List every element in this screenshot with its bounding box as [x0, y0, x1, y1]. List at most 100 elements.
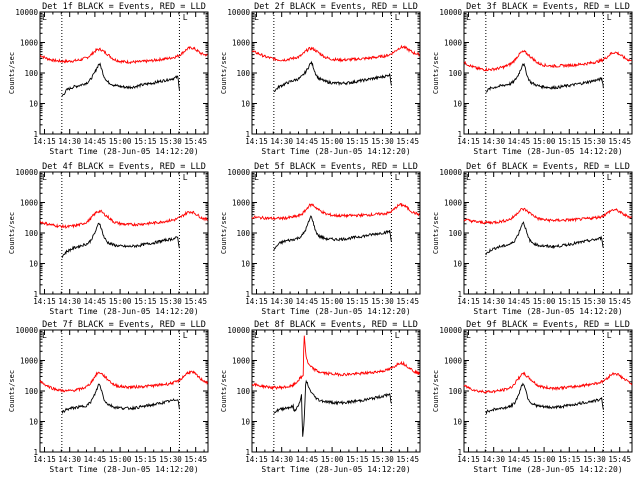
series-line-events — [485, 221, 604, 256]
panel-2: Det 2f BLACK = Events, RED = LLD 1 10 100 10… — [220, 2, 421, 156]
y-tick-label: 1000 — [232, 357, 251, 366]
series-line-lld — [39, 209, 208, 229]
x-axis-label: Start Time (28-Jun-05 14:12:20) — [49, 465, 198, 474]
y-tick-label: 1000 — [444, 39, 463, 48]
x-tick-label: 14:30 — [58, 137, 81, 146]
panel-9: Det 9f BLACK = Events, RED = LLD 1 10 100 10… — [432, 320, 633, 474]
panel-8: Det 8f BLACK = Events, RED = LLD 1 10 100 10… — [220, 320, 421, 474]
series-line-lld — [463, 49, 632, 72]
y-tick-label: 1000 — [232, 199, 251, 208]
marker-label-left: L — [42, 13, 47, 22]
x-tick-label: 14:45 — [296, 455, 319, 464]
x-tick-label: 14:45 — [84, 455, 107, 464]
y-axis-label: Counts/sec — [8, 212, 16, 254]
x-tick-label: 15:30 — [371, 137, 394, 146]
y-axis-label: Counts/sec — [8, 52, 16, 94]
axes-frame — [251, 329, 421, 453]
marker-label-left: L — [254, 331, 259, 340]
marker-label-left: L — [42, 331, 47, 340]
panel-3: Det 3f BLACK = Events, RED = LLD 1 10 100 10… — [432, 2, 633, 156]
x-tick-label: 15:45 — [396, 297, 419, 306]
y-tick-label: 100 — [448, 387, 462, 396]
y-tick-label: 10 — [29, 418, 39, 427]
y-tick-label: 10000 — [439, 326, 462, 335]
y-tick-label: 10000 — [15, 8, 38, 17]
y-tick-label: 10000 — [227, 326, 250, 335]
x-tick-label: 15:15 — [558, 455, 581, 464]
panel-7: Det 7f BLACK = Events, RED = LLD 1 10 100 10… — [8, 320, 209, 474]
marker-label-right: L — [395, 13, 400, 22]
series-line-events — [61, 62, 180, 97]
series-line-lld — [39, 46, 208, 65]
marker-label-right: L — [607, 173, 612, 182]
panel-title: Det 1f BLACK = Events, RED = LLD — [42, 2, 206, 12]
y-tick-label: 1000 — [20, 199, 39, 208]
series-line-lld — [39, 370, 209, 393]
x-axis-label: Start Time (28-Jun-05 14:12:20) — [261, 465, 410, 474]
y-tick-label: 1 — [457, 290, 462, 299]
x-tick-label: 15:15 — [558, 137, 581, 146]
series-line-events — [273, 215, 392, 251]
marker-label-right: L — [183, 13, 188, 22]
x-tick-label: 15:00 — [321, 297, 344, 306]
x-tick-label: 14:45 — [508, 455, 531, 464]
y-tick-label: 10 — [453, 418, 463, 427]
y-tick-label: 10 — [241, 418, 251, 427]
y-tick-label: 10000 — [227, 8, 250, 17]
y-axis-label: Counts/sec — [220, 370, 228, 412]
y-tick-label: 1 — [245, 448, 250, 457]
y-tick-label: 10 — [241, 100, 251, 109]
x-tick-label: 15:45 — [184, 455, 207, 464]
panel-title: Det 6f BLACK = Events, RED = LLD — [466, 162, 630, 172]
panel-title: Det 3f BLACK = Events, RED = LLD — [466, 2, 630, 12]
y-tick-label: 1000 — [444, 199, 463, 208]
x-tick-label: 15:00 — [321, 455, 344, 464]
axes-frame — [39, 171, 209, 295]
x-tick-label: 14:30 — [482, 297, 505, 306]
y-tick-label: 1 — [33, 448, 38, 457]
x-tick-label: 15:00 — [109, 455, 132, 464]
x-tick-label: 15:00 — [533, 137, 556, 146]
x-tick-label: 14:15 — [457, 297, 480, 306]
series-line-lld — [463, 207, 632, 225]
y-tick-label: 1 — [457, 130, 462, 139]
x-tick-label: 15:30 — [371, 297, 394, 306]
x-tick-label: 15:45 — [396, 137, 419, 146]
x-tick-label: 14:30 — [58, 297, 81, 306]
series-line-events — [61, 383, 180, 414]
x-tick-label: 15:15 — [558, 297, 581, 306]
y-axis-label: Counts/sec — [220, 212, 228, 254]
x-tick-label: 14:15 — [33, 455, 56, 464]
x-tick-label: 15:45 — [608, 137, 631, 146]
x-tick-label: 15:00 — [533, 297, 556, 306]
series-line-lld — [251, 335, 421, 391]
x-tick-label: 14:45 — [508, 137, 531, 146]
x-axis-label: Start Time (28-Jun-05 14:12:20) — [261, 147, 410, 156]
panel-title: Det 4f BLACK = Events, RED = LLD — [42, 162, 206, 172]
x-axis-label: Start Time (28-Jun-05 14:12:20) — [473, 465, 622, 474]
y-tick-label: 10 — [453, 260, 463, 269]
axes-frame — [39, 11, 209, 135]
marker-label-left: L — [254, 173, 259, 182]
x-tick-label: 14:45 — [296, 137, 319, 146]
x-tick-label: 14:30 — [270, 297, 293, 306]
x-tick-label: 15:15 — [134, 455, 157, 464]
x-tick-label: 14:30 — [482, 455, 505, 464]
y-tick-label: 10000 — [439, 8, 462, 17]
y-tick-label: 1000 — [444, 357, 463, 366]
x-tick-label: 14:45 — [84, 137, 107, 146]
series-line-lld — [251, 44, 420, 63]
x-tick-label: 14:30 — [482, 137, 505, 146]
y-tick-label: 10000 — [15, 326, 38, 335]
panel-5: Det 5f BLACK = Events, RED = LLD 1 10 100 10… — [220, 162, 421, 316]
x-tick-label: 15:30 — [159, 297, 182, 306]
panel-title: Det 9f BLACK = Events, RED = LLD — [466, 320, 630, 330]
y-axis-label: Counts/sec — [432, 52, 440, 94]
x-tick-label: 15:30 — [583, 297, 606, 306]
series-line-lld — [463, 371, 633, 395]
y-tick-label: 10 — [29, 260, 39, 269]
series-line-lld — [251, 202, 420, 221]
x-tick-label: 14:15 — [33, 297, 56, 306]
panel-title: Det 2f BLACK = Events, RED = LLD — [254, 2, 418, 12]
series-line-events — [61, 222, 180, 258]
